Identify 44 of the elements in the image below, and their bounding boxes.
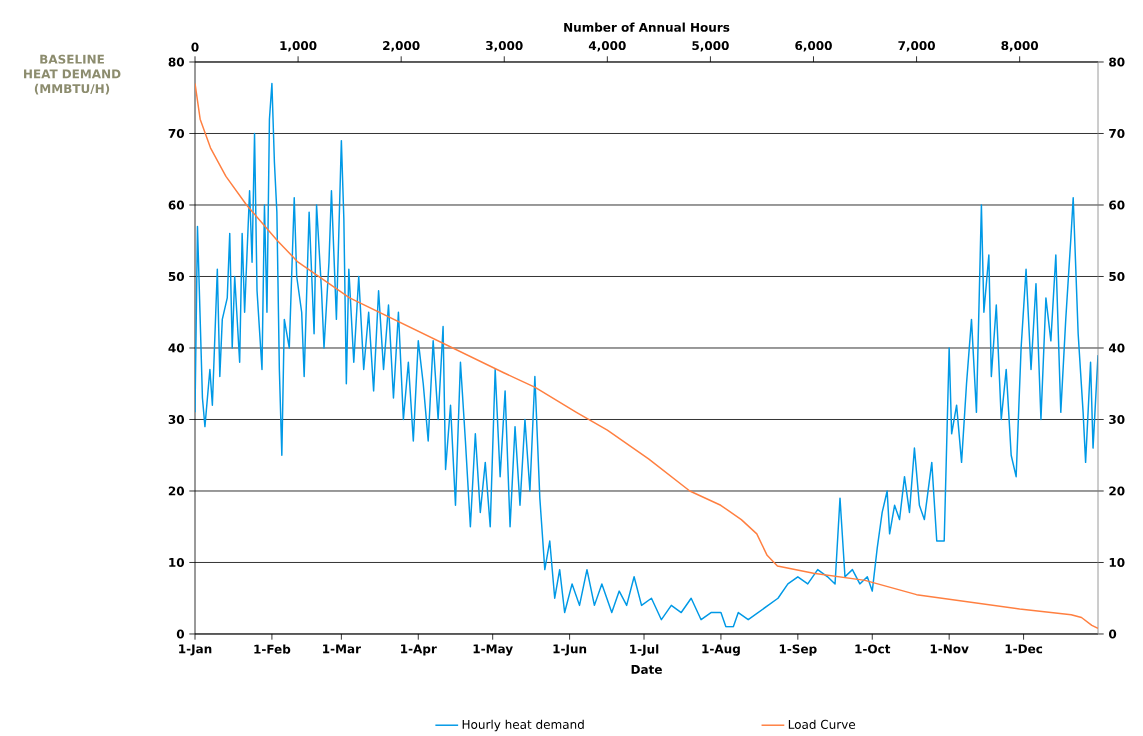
legend-label: Hourly heat demand — [462, 719, 584, 732]
x2-tick-label: 2,000 — [383, 40, 420, 52]
y2-tick-label: 30 — [1109, 414, 1125, 424]
x2-axis-title: Number of Annual Hours — [564, 22, 730, 32]
x2-tick-label: 7,000 — [898, 40, 935, 52]
x-tick-label: 1-Feb — [254, 644, 291, 654]
y2-tick-label: 70 — [1109, 128, 1125, 138]
x2-tick-label: 4,000 — [588, 40, 626, 52]
y-tick-label: 60 — [168, 200, 185, 210]
x-tick-label: 1-Jan — [179, 644, 212, 656]
y2-tick-label: 10 — [1109, 557, 1125, 567]
x-axis-title: Date — [631, 665, 662, 674]
y2-tick-label: 50 — [1109, 271, 1125, 281]
y2-tick-label: 0 — [1108, 629, 1117, 639]
y2-tick-label: 80 — [1109, 57, 1125, 67]
y2-tick-label: 60 — [1109, 200, 1125, 210]
y-tick-label: 80 — [168, 57, 185, 67]
y-axis-title: BASELINE HEAT DEMAND (MMBTU/H) — [24, 54, 121, 95]
y-tick-label: 70 — [168, 128, 185, 138]
y-tick-label: 40 — [168, 343, 185, 353]
y2-tick-label: 20 — [1109, 486, 1125, 496]
x-tick-label: 1-Aug — [702, 644, 740, 656]
y-tick-label: 20 — [168, 486, 185, 496]
y-tick-label: 30 — [168, 414, 185, 424]
x-tick-label: 1-Mar — [323, 644, 361, 654]
x-tick-label: 1-May — [473, 644, 513, 656]
x-tick-label: 1-Jun — [553, 644, 587, 656]
x2-tick-label: 8,000 — [1001, 40, 1039, 52]
x2-tick-label: 1,000 — [280, 40, 317, 52]
x-tick-label: 1-Sep — [779, 644, 817, 656]
x-tick-label: 1-Nov — [930, 644, 969, 654]
x2-tick-label: 6,000 — [795, 40, 832, 52]
y-tick-label: 10 — [169, 557, 185, 567]
legend-label: Load Curve — [788, 719, 856, 729]
x2-tick-label: 5,000 — [692, 40, 729, 52]
x-tick-label: 1-Dec — [1005, 644, 1043, 654]
y2-tick-label: 40 — [1108, 343, 1125, 353]
x2-tick-label: 3,000 — [486, 40, 523, 52]
y-tick-label: 0 — [176, 629, 185, 639]
y-tick-label: 50 — [168, 271, 185, 281]
x2-tick-label: 0 — [191, 42, 199, 52]
x-tick-label: 1-Oct — [855, 644, 891, 654]
x-tick-label: 1-Apr — [401, 644, 437, 656]
x-tick-label: 1-Jul — [630, 644, 659, 656]
